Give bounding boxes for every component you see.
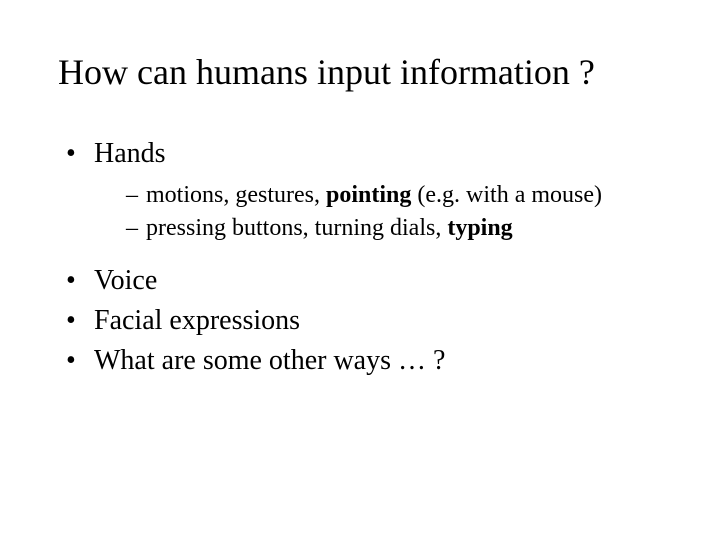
hands-sub-1: motions, gestures, pointing (e.g. with a… — [126, 179, 662, 211]
bullet-facial: Facial expressions — [66, 302, 662, 340]
bullet-other-text: What are some other ways … ? — [94, 345, 445, 376]
hands-sub-2-part-a: pressing buttons, turning dials, — [146, 215, 447, 241]
slide: How can humans input information ? Hands… — [0, 0, 720, 540]
hands-sub-2-bold: typing — [447, 215, 512, 241]
bullet-voice-text: Voice — [94, 265, 157, 296]
bullet-hands-text: Hands — [94, 138, 166, 169]
bullet-list: Hands motions, gestures, pointing (e.g. … — [58, 135, 662, 379]
hands-sub-2: pressing buttons, turning dials, typing — [126, 212, 662, 244]
hands-sub-1-part-a: motions, gestures, — [146, 182, 326, 208]
hands-sub-1-bold: pointing — [326, 182, 411, 208]
bullet-hands: Hands motions, gestures, pointing (e.g. … — [66, 135, 662, 244]
slide-title: How can humans input information ? — [58, 52, 662, 93]
hands-sublist: motions, gestures, pointing (e.g. with a… — [94, 179, 662, 244]
hands-sub-1-part-c: (e.g. with a mouse) — [411, 182, 602, 208]
bullet-voice: Voice — [66, 262, 662, 300]
bullet-facial-text: Facial expressions — [94, 305, 300, 336]
bullet-other: What are some other ways … ? — [66, 342, 662, 380]
